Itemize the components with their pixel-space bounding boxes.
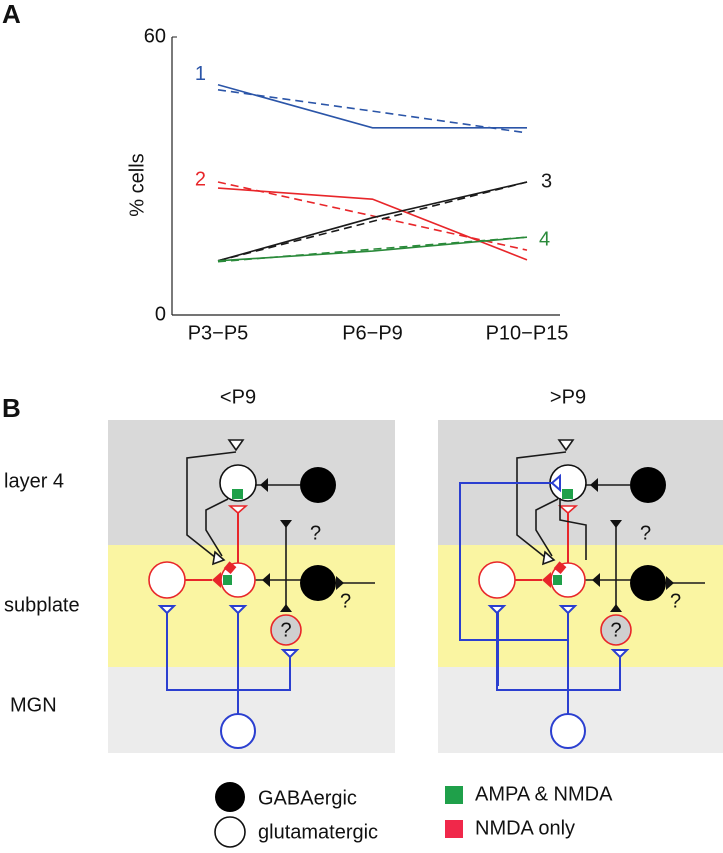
- fit-line: [217, 181, 528, 262]
- legend-label: NMDA only: [475, 817, 575, 839]
- y-axis-label: % cells: [126, 153, 148, 216]
- y-tick-label: 60: [144, 25, 166, 47]
- x-tick-label: P3−P5: [188, 322, 249, 344]
- series-label: 2: [195, 168, 206, 190]
- question-mark: ?: [670, 590, 681, 612]
- row-label: subplate: [4, 594, 80, 616]
- series-line: [217, 236, 528, 262]
- legend-swatch: [214, 816, 246, 848]
- x-tick-label: P6−P9: [342, 322, 403, 344]
- row-label: layer 4: [4, 470, 64, 492]
- extra-projection: [459, 473, 568, 686]
- legend-swatch: [445, 786, 463, 804]
- legend-swatch: [445, 820, 463, 838]
- fit-line: [217, 181, 528, 251]
- series-line: [217, 187, 528, 261]
- question-mark: ?: [640, 522, 651, 544]
- series-label: 3: [541, 170, 552, 192]
- panel-label: A: [2, 0, 21, 29]
- question-mark: ?: [610, 619, 621, 641]
- legend-label: GABAergic: [258, 787, 357, 809]
- question-mark: ?: [310, 522, 321, 544]
- circuit-left: [107, 419, 396, 754]
- legend-label: glutamatergic: [258, 821, 378, 843]
- plot: 0 60 P3−P5 P6−P9 P10−P15 1 2 3 4: [144, 25, 569, 344]
- series-label: 1: [195, 63, 206, 85]
- series-line: [217, 83, 527, 129]
- question-mark: ?: [280, 619, 291, 641]
- circuit-right: [437, 419, 723, 754]
- panel-title: >P9: [550, 386, 586, 408]
- extra-connection: [559, 498, 587, 560]
- legend-label: AMPA & NMDA: [475, 783, 613, 805]
- question-mark: ?: [340, 590, 351, 612]
- x-tick-label: P10−P15: [486, 322, 569, 344]
- legend-swatch: [215, 782, 245, 812]
- y-tick-label: 0: [155, 303, 166, 325]
- panel-label: B: [2, 393, 21, 423]
- series-line: [217, 181, 528, 262]
- fit-line: [217, 89, 528, 134]
- series-label: 4: [539, 228, 550, 250]
- row-label: MGN: [10, 694, 57, 716]
- panel-title: <P9: [220, 386, 256, 408]
